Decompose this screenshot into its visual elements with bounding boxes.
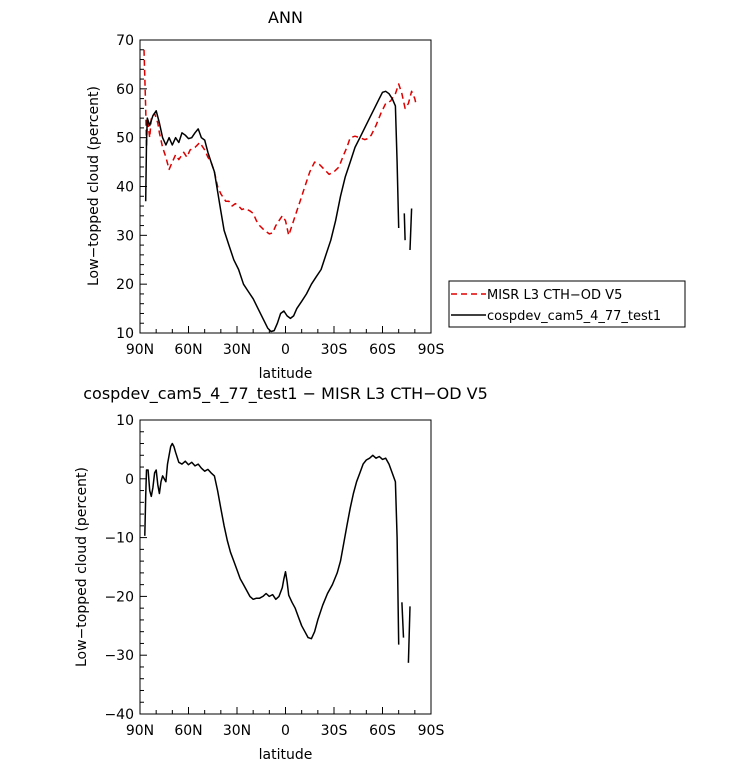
y-tick-label: −40 bbox=[104, 707, 134, 723]
y-tick-label: 40 bbox=[116, 180, 134, 196]
x-tick-label: 0 bbox=[281, 342, 290, 358]
x-tick-label: 30S bbox=[321, 723, 348, 739]
y-axis-ticks-top: 10 20 30 40 50 60 70 bbox=[116, 33, 147, 342]
plot-frame-bottom bbox=[139, 419, 432, 715]
y-tick-label: 60 bbox=[116, 82, 134, 98]
plot-lines-bottom bbox=[144, 442, 411, 663]
legend-label-cam: cospdev_cam5_4_77_test1 bbox=[487, 309, 661, 324]
chart-title-top: ANN bbox=[268, 8, 303, 27]
x-tick-label: 0 bbox=[281, 723, 290, 739]
y-tick-label: 30 bbox=[116, 228, 134, 244]
chart-panel-bottom: cospdev_cam5_4_77_test1 − MISR L3 CTH−OD… bbox=[74, 384, 488, 763]
x-tick-label: 60S bbox=[369, 723, 396, 739]
y-tick-label: 10 bbox=[116, 326, 134, 342]
x-tick-label: 90S bbox=[418, 723, 445, 739]
x-tick-label: 90S bbox=[418, 342, 445, 358]
x-tick-label: 60N bbox=[174, 342, 202, 358]
x-axis-label-bottom: latitude bbox=[259, 747, 313, 763]
x-axis-ticks-top: 90N 60N 30N 0 30S 60S 90S bbox=[126, 326, 445, 358]
legend-box bbox=[448, 280, 686, 328]
series-line-bot-0-seg-1 bbox=[401, 602, 405, 638]
x-tick-label: 60S bbox=[369, 342, 396, 358]
y-axis-label-bottom: Low−topped cloud (percent) bbox=[74, 467, 90, 667]
y-tick-label: 10 bbox=[116, 413, 134, 429]
chart-panel-top: ANN 10 20 30 40 50 60 70 90N 60N 30N 0 30S 60S 90S l… bbox=[86, 8, 686, 382]
x-tick-label: 60N bbox=[174, 723, 202, 739]
y-tick-label: −20 bbox=[104, 589, 134, 605]
chart-title-bottom: cospdev_cam5_4_77_test1 − MISR L3 CTH−OD… bbox=[83, 384, 488, 404]
y-tick-label: 70 bbox=[116, 33, 134, 49]
legend: MISR L3 CTH−OD V5 cospdev_cam5_4_77_test… bbox=[448, 280, 686, 328]
x-tick-label: 30S bbox=[321, 342, 348, 358]
y-tick-label: −30 bbox=[104, 648, 134, 664]
y-tick-label: −10 bbox=[104, 531, 134, 547]
x-tick-label: 90N bbox=[126, 723, 154, 739]
y-tick-label: 0 bbox=[125, 472, 134, 488]
series-line-top-1-seg-1 bbox=[403, 213, 406, 241]
x-tick-label: 30N bbox=[223, 342, 251, 358]
series-line-top-1-seg-0 bbox=[144, 90, 400, 333]
plot-lines-top bbox=[143, 49, 418, 333]
x-axis-ticks-bottom: 90N 60N 30N 0 30S 60S 90S bbox=[126, 707, 445, 739]
y-axis-label-top: Low−topped cloud (percent) bbox=[86, 86, 102, 286]
legend-label-misr: MISR L3 CTH−OD V5 bbox=[487, 288, 622, 303]
x-tick-label: 90N bbox=[126, 342, 154, 358]
series-line-top-1-seg-2 bbox=[409, 208, 413, 251]
series-line-bot-0-seg-0 bbox=[144, 442, 400, 645]
series-line-top-0-seg-0 bbox=[143, 49, 418, 237]
series-line-bot-0-seg-2 bbox=[407, 606, 411, 663]
x-tick-label: 30N bbox=[223, 723, 251, 739]
plot-frame-top bbox=[139, 39, 432, 334]
x-axis-label-top: latitude bbox=[259, 366, 313, 382]
y-tick-label: 20 bbox=[116, 277, 134, 293]
y-axis-ticks-bottom: −40 −30 −20 −10 0 10 bbox=[104, 413, 147, 723]
y-tick-label: 50 bbox=[116, 131, 134, 147]
